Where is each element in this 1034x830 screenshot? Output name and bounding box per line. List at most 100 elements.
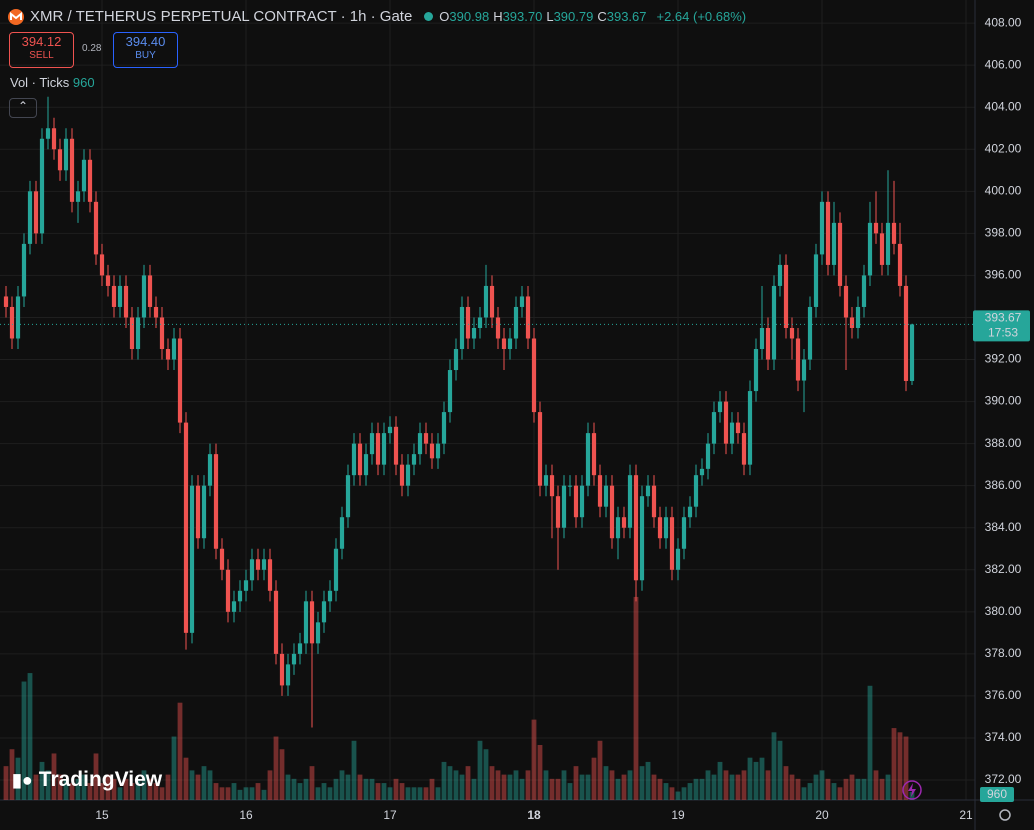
volume-bar [837,787,843,800]
ohlc-value: 393.70 [502,9,543,24]
candle-body [141,275,147,318]
status-dot [424,12,434,21]
candle-body [639,496,645,581]
candle-body [435,443,441,459]
candle-body [651,485,657,518]
volume-bar [645,761,651,800]
volume-bar [717,761,723,800]
volume-bar [651,774,657,800]
candle-body [891,222,897,244]
volume-bar [165,774,171,800]
volume-bar [273,736,279,800]
candle-body [417,433,423,455]
volume-bar [75,778,81,800]
volume-bar [105,774,111,800]
candle-body [723,401,729,444]
spread: 0.28 [82,43,102,54]
volume-bar [831,783,837,800]
volume-bar [3,766,9,800]
volume-bar [261,789,267,800]
candle-body [789,327,795,339]
candle-body [537,412,543,486]
volume-bar [531,719,537,800]
volume-bar [621,774,627,800]
candle-body [375,433,381,465]
candle-body [573,485,579,518]
volume-bar [237,789,243,800]
candle-body [279,653,285,686]
candle-body [813,254,819,307]
candle-body [135,317,141,350]
x-tick-label: 17 [383,808,397,822]
candle-body [897,243,903,286]
candle-body [441,412,447,444]
candle-body [681,517,687,549]
candle-body [27,191,33,244]
buy-button[interactable]: 394.40 BUY [113,32,178,68]
candle-body [363,454,369,476]
volume-bar [753,761,759,800]
volume-bar [777,740,783,800]
volume-bar [669,787,675,800]
chart-title: XMR / TETHERUS PERPETUAL CONTRACT · 1h ·… [30,8,413,25]
volume-bar [561,770,567,800]
candle-body [21,243,27,297]
candle-body [609,485,615,539]
candle-body [57,149,63,171]
volume-bar [21,681,27,800]
candle-body [411,454,417,465]
candle-body [783,264,789,328]
price-tag-countdown: 17:53 [988,326,1018,340]
candle-body [861,275,867,307]
candle-body [93,201,99,255]
brand-logo: ▮● [12,769,33,790]
candle-body [675,548,681,570]
volume-bar [93,753,99,800]
candle-body [567,485,573,487]
candle-body [231,601,237,612]
candle-body [705,443,711,469]
y-tick-label: 408.00 [985,15,1022,29]
volume-bar [129,783,135,800]
collapse-button[interactable]: ⌃ [9,98,37,118]
header: XMR / TETHERUS PERPETUAL CONTRACT · 1h ·… [8,8,746,25]
volume-bar [447,766,453,800]
candle-body [735,422,741,434]
volume-bar [249,787,255,800]
volume-bar [813,774,819,800]
sell-button[interactable]: 394.12 SELL [9,32,74,68]
candle-body [837,222,843,286]
volume-bar [243,787,249,800]
candle-body [867,222,873,276]
candle-body [243,580,249,591]
volume-bar [705,770,711,800]
volume-bar [513,770,519,800]
candle-body [663,517,669,539]
candle-body [471,327,477,339]
volume-bar [231,783,237,800]
volume-label: Vol · Ticks [10,75,70,90]
volume-bar [441,761,447,800]
candle-body [177,338,183,423]
candle-body [879,233,885,265]
volume-bar [69,783,75,800]
candle-body [513,306,519,339]
candle-body [459,306,465,350]
candle-body [285,664,291,686]
volume-bar [609,770,615,800]
volume-bar [723,770,729,800]
x-tick-label: 20 [815,808,829,822]
candle-body [405,464,411,486]
candle-body [657,517,663,539]
volume-bar [171,736,177,800]
volume-bar [675,791,681,800]
y-tick-label: 380.00 [985,604,1022,618]
candle-body [759,327,765,350]
candle-body [477,317,483,328]
volume-bar [159,787,165,800]
y-tick-label: 374.00 [985,730,1022,744]
price-tag [973,310,1030,342]
y-tick-label: 400.00 [985,183,1022,197]
volume-bar [549,778,555,800]
candle-body [393,426,399,465]
